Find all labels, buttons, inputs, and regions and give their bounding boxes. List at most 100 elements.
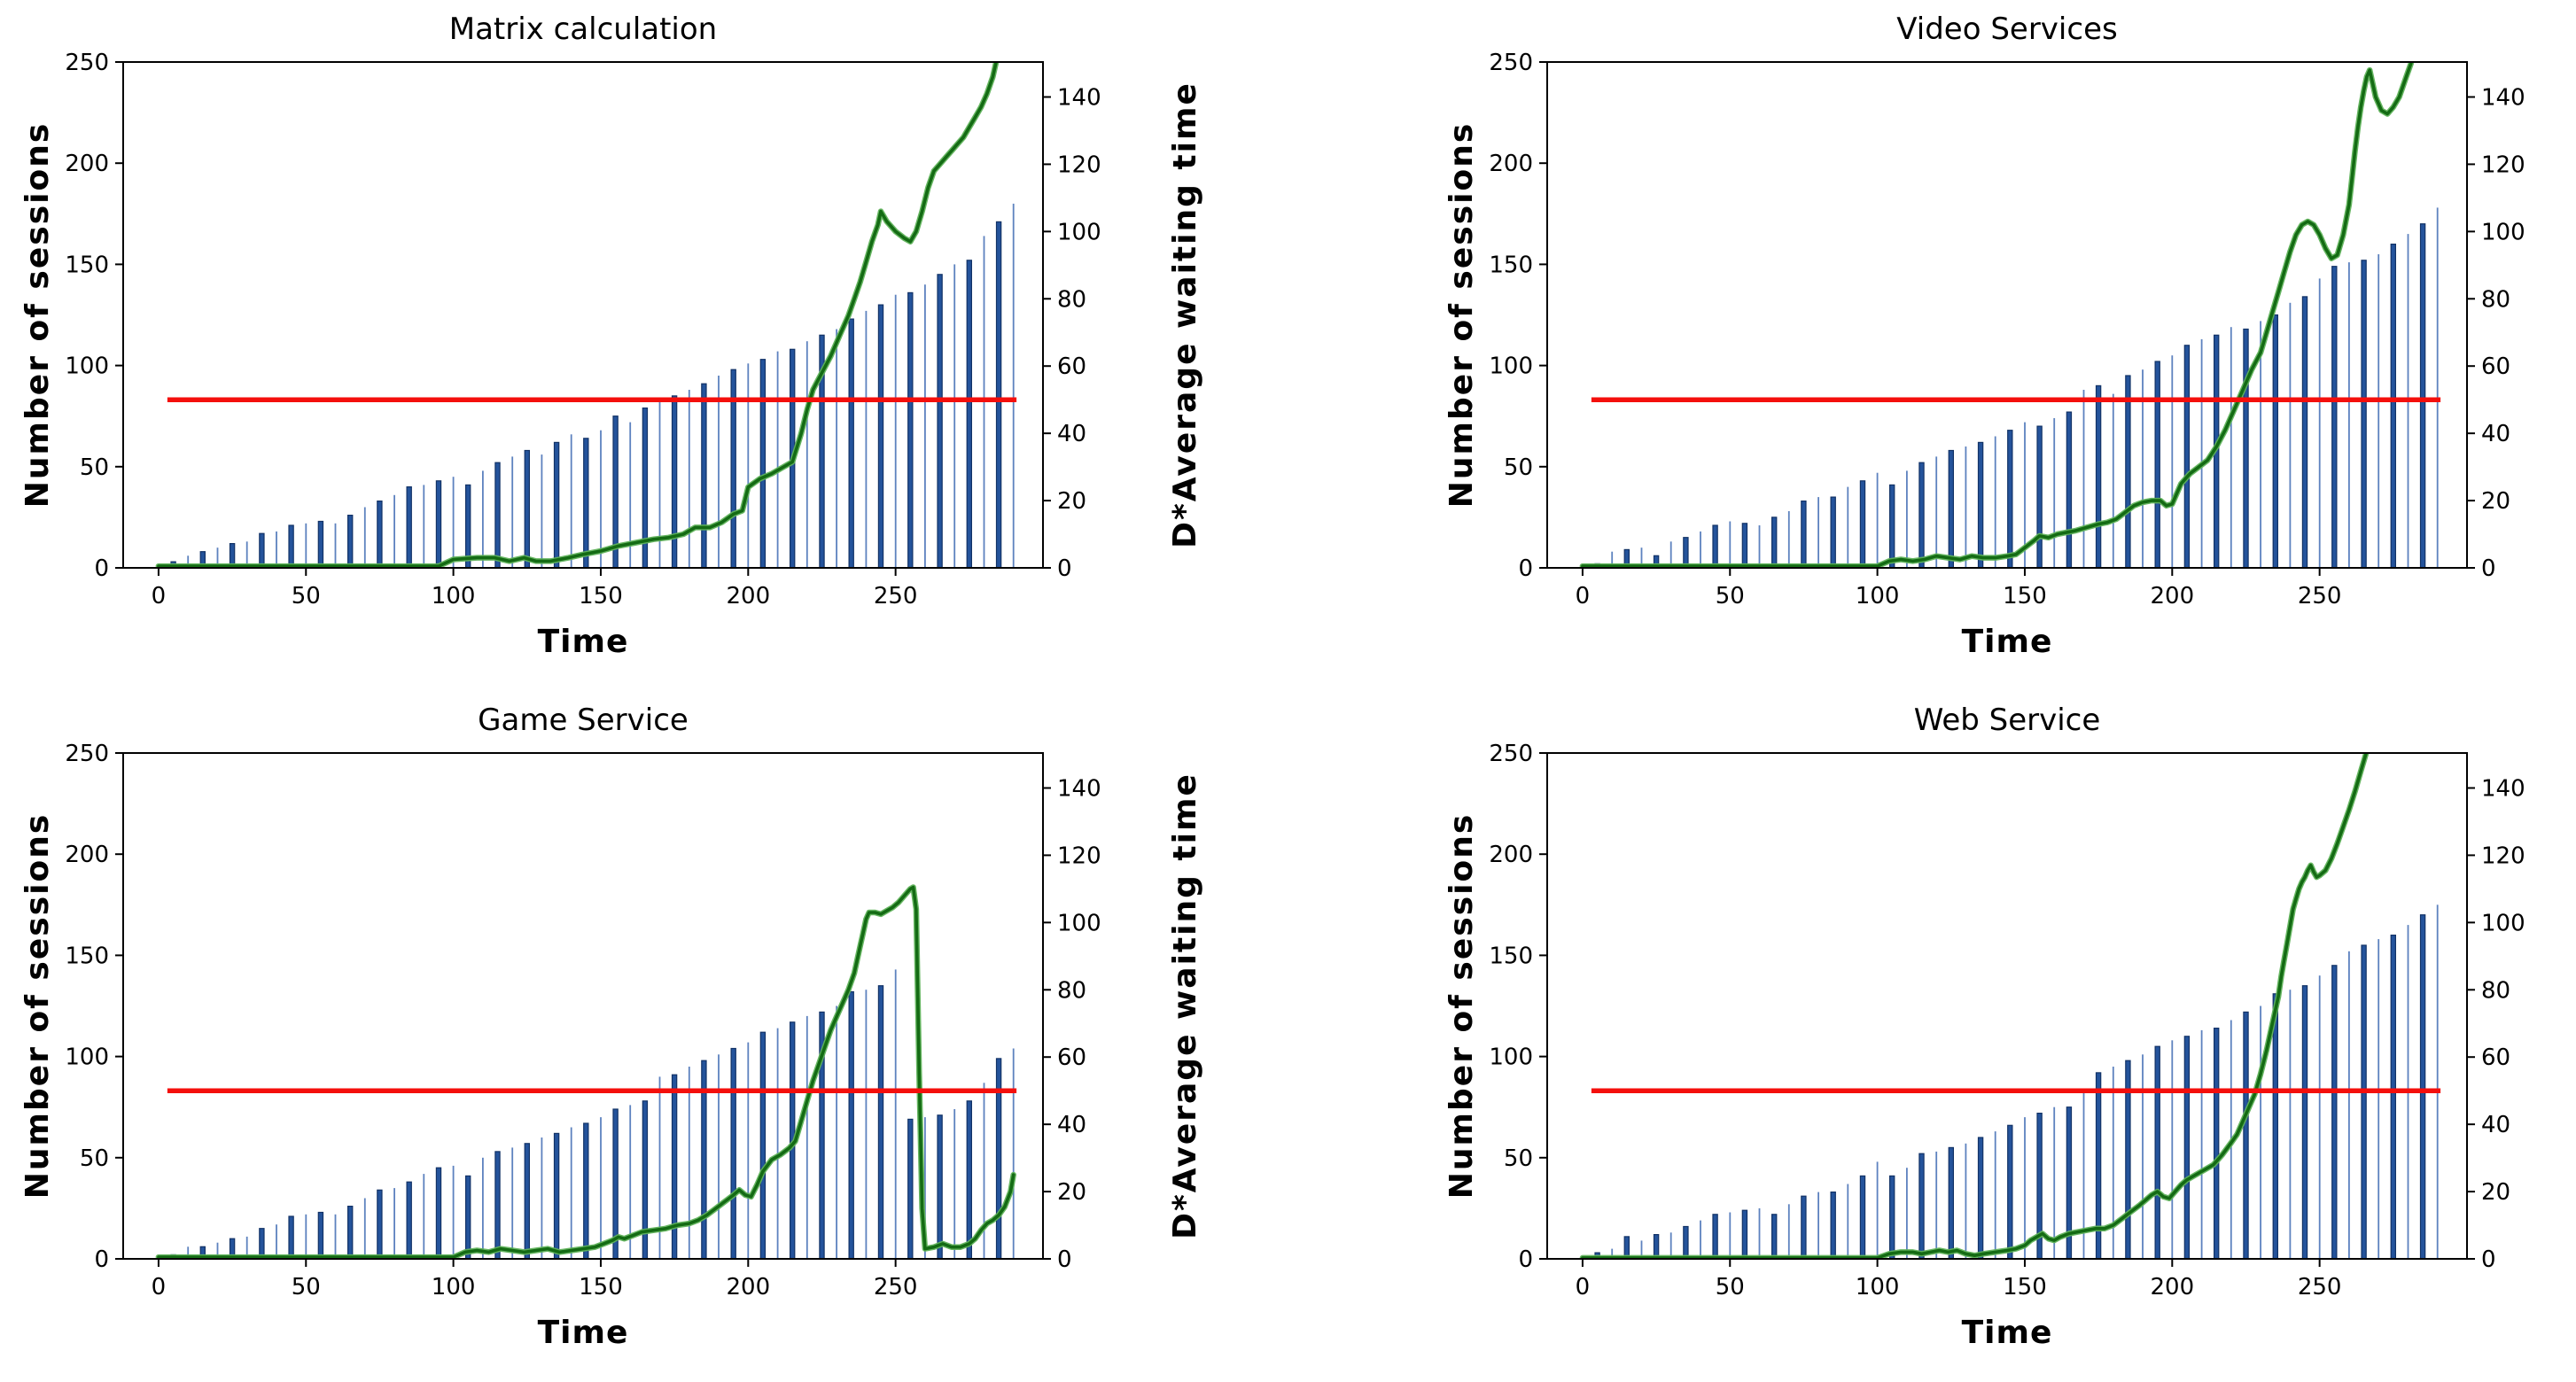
session-bar <box>865 310 868 568</box>
session-bar <box>836 1005 837 1259</box>
session-bar <box>1640 1240 1643 1259</box>
session-bar <box>730 1047 736 1260</box>
session-bar <box>2301 985 2308 1260</box>
waiting-time-line-glow <box>155 62 1000 568</box>
y-right-tick-label: 0 <box>1057 555 1072 582</box>
session-bar <box>541 1137 543 1259</box>
session-bar <box>1948 449 1955 569</box>
y-left-tick-label: 100 <box>1489 1044 1533 1071</box>
session-bar <box>1669 541 1672 568</box>
chart-title: Video Services <box>1896 12 2117 47</box>
session-bar <box>1758 1207 1761 1259</box>
session-bar <box>2378 939 2380 1259</box>
session-bar <box>2390 244 2396 569</box>
y-right-tick-label: 100 <box>1057 910 1101 936</box>
session-bar <box>747 1042 750 1259</box>
y-right-tick-label: 60 <box>1057 1044 1086 1071</box>
session-bar <box>2289 302 2292 568</box>
y-right-tick-label: 60 <box>1057 353 1086 380</box>
session-bar <box>1906 470 1908 568</box>
session-bar <box>1771 516 1778 569</box>
session-bar <box>2272 993 2278 1260</box>
y-left-tick-label: 150 <box>1489 943 1533 969</box>
session-bar <box>1712 524 1718 569</box>
y-right-tick-label: 60 <box>2481 353 2510 380</box>
session-bar <box>347 1205 354 1260</box>
session-bar <box>305 1214 307 1259</box>
session-bar <box>1935 456 1938 568</box>
session-bar <box>406 485 412 569</box>
waiting-time-line-group <box>1579 62 2415 568</box>
session-bar <box>1965 1143 1967 1259</box>
session-bar <box>966 260 972 569</box>
session-bar <box>848 990 854 1260</box>
session-bar <box>701 383 707 569</box>
waiting-time-line <box>157 62 998 568</box>
session-bar <box>688 390 690 568</box>
session-bar <box>377 1189 383 1260</box>
x-tick-label: 100 <box>1856 583 1900 609</box>
session-bar <box>1888 1175 1895 1260</box>
y-left-tick-label: 250 <box>1489 741 1533 767</box>
session-bar <box>2082 1092 2085 1259</box>
session-bar <box>848 318 854 569</box>
x-axis-label: Time <box>1962 1315 2053 1351</box>
y-right-tick-label: 80 <box>2481 977 2510 1004</box>
x-tick-label: 250 <box>2298 583 2342 609</box>
session-bar <box>1771 1214 1778 1260</box>
session-bar <box>2112 1067 2114 1259</box>
x-axis-label: Time <box>1962 624 2053 660</box>
session-bar <box>1918 1153 1925 1260</box>
y-left-tick-label: 150 <box>65 943 109 969</box>
session-bar <box>553 441 560 569</box>
x-tick-label: 150 <box>2003 1274 2047 1300</box>
y-right-tick-label: 140 <box>1057 775 1101 802</box>
session-bar <box>2171 1040 2174 1259</box>
session-bar <box>334 1214 337 1259</box>
session-bar <box>541 454 543 568</box>
session-bar <box>759 1031 767 1260</box>
session-bar <box>2024 1117 2026 1259</box>
session-bar <box>600 430 602 568</box>
session-bar <box>305 523 307 568</box>
session-bar <box>1669 1232 1672 1259</box>
session-bar <box>2361 260 2367 569</box>
y-right-tick-label: 120 <box>1057 842 1101 869</box>
y-right-tick-label: 40 <box>2481 1112 2510 1138</box>
session-bar <box>1741 523 1748 569</box>
session-bar <box>2301 296 2308 569</box>
session-bar <box>2260 321 2261 568</box>
y-right-tick-label: 100 <box>2481 219 2525 245</box>
session-bar <box>259 532 265 569</box>
session-bar <box>1918 462 1925 569</box>
y-right-tick-label: 100 <box>2481 910 2525 936</box>
plot-frame <box>1546 752 2468 1260</box>
session-bar <box>2200 338 2203 568</box>
session-bar <box>1758 525 1761 568</box>
session-bar <box>1906 1168 1908 1259</box>
chart-matrix-calculation: 0 50 100 150 200 250 0 50 100 150 200 250 0 20 40 60 80 1… <box>19 12 1203 660</box>
session-bar <box>2213 1028 2220 1260</box>
session-bar <box>2348 262 2350 568</box>
session-bar <box>2419 223 2426 569</box>
session-bars <box>1582 905 2439 1260</box>
session-bar <box>688 1067 690 1259</box>
session-bar <box>288 524 294 569</box>
y-left-tick-label: 200 <box>1489 151 1533 177</box>
session-bar <box>1830 1191 1836 1260</box>
y-left-axis-label: Number of sessions <box>1444 122 1480 509</box>
session-bar <box>317 520 324 569</box>
session-bar <box>2053 1106 2056 1259</box>
session-bar <box>805 1015 808 1259</box>
session-bar <box>1801 500 1807 569</box>
session-bar <box>805 341 808 568</box>
x-tick-label: 200 <box>2150 583 2194 609</box>
session-bar <box>1948 1146 1955 1260</box>
y-left-tick-label: 200 <box>1489 842 1533 868</box>
session-bar <box>1712 1214 1718 1260</box>
x-tick-label: 0 <box>152 1274 167 1300</box>
session-bar <box>776 1028 779 1259</box>
y-left-tick-label: 100 <box>65 1044 109 1071</box>
chart-title: Game Service <box>478 703 689 738</box>
session-bar <box>524 449 531 569</box>
